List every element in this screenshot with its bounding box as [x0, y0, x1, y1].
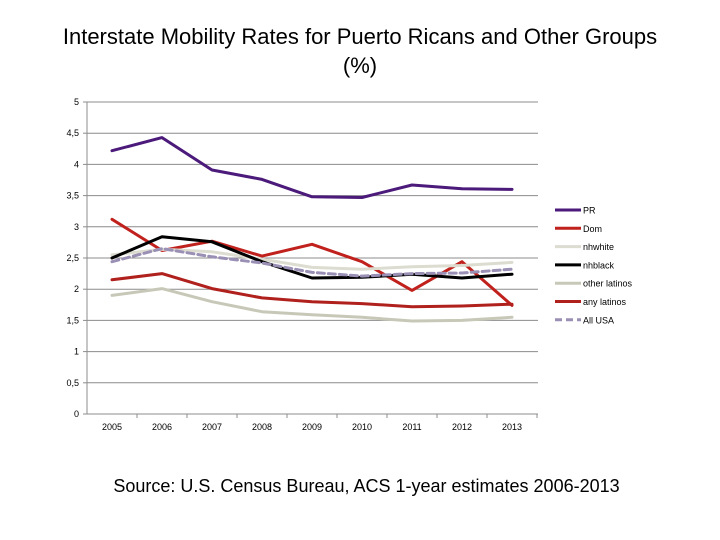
series-line-all-usa — [110, 247, 514, 278]
legend-label-nhblack: nhblack — [583, 260, 615, 270]
legend-label-dom: Dom — [583, 224, 602, 234]
y-tick-label: 4,5 — [66, 128, 79, 138]
x-tick-label: 2013 — [502, 422, 522, 432]
y-tick-label: 1,5 — [66, 315, 79, 325]
legend-label-all-usa: All USA — [583, 315, 614, 325]
x-tick-label: 2006 — [152, 422, 172, 432]
series-line-dom — [110, 217, 514, 307]
x-tick-label: 2011 — [402, 422, 421, 432]
legend-label-other-latinos: other latinos — [583, 279, 633, 289]
series-line-any-latinos — [110, 272, 514, 309]
series-line-other-latinos — [110, 287, 514, 323]
chart-title: Interstate Mobility Rates for Puerto Ric… — [0, 22, 720, 80]
legend-label-pr: PR — [583, 206, 596, 216]
x-tick-label: 2008 — [252, 422, 272, 432]
y-tick-label: 3 — [74, 222, 79, 232]
y-tick-label: 3,5 — [66, 191, 79, 201]
y-tick-label: 0,5 — [66, 378, 79, 388]
x-tick-label: 2012 — [452, 422, 472, 432]
series-line-nhwhite — [110, 247, 514, 271]
x-tick-label: 2007 — [202, 422, 222, 432]
source-note: Source: U.S. Census Bureau, ACS 1-year e… — [113, 476, 620, 496]
legend-label-nhwhite: nhwhite — [583, 242, 614, 252]
line-chart: 0 0,5 1 1,5 2 2,5 3 3,5 4 4,5 5 2005 2006 2007 2008 200… — [66, 97, 633, 432]
series-line-nhblack — [110, 235, 514, 280]
y-tick-label: 5 — [74, 97, 79, 107]
x-tick-label: 2005 — [102, 422, 122, 432]
y-tick-label: 1 — [74, 347, 79, 357]
y-tick-label: 2,5 — [66, 253, 79, 263]
series-line-pr — [110, 136, 514, 199]
chart-title-line-1: Interstate Mobility Rates for Puerto Ric… — [62, 24, 658, 49]
y-tick-label: 0 — [74, 409, 79, 419]
x-tick-label: 2010 — [352, 422, 372, 432]
y-tick-label: 2 — [74, 284, 79, 294]
y-tick-label: 4 — [74, 159, 79, 169]
legend-label-any-latinos: any latinos — [583, 297, 627, 307]
x-tick-label: 2009 — [302, 422, 322, 432]
chart-title-line-2: (%) — [342, 53, 378, 78]
